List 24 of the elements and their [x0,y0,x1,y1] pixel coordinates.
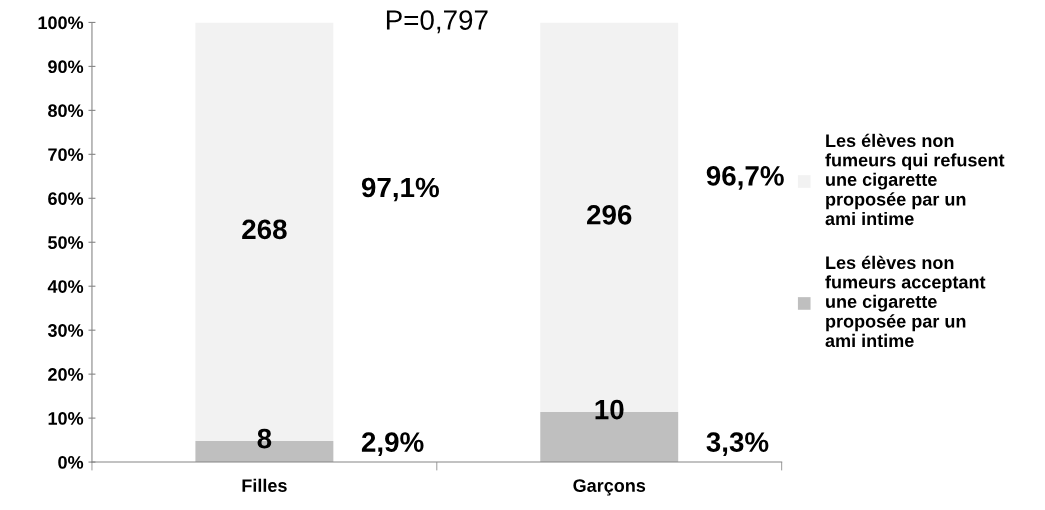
y-tick-label: 70% [48,148,84,162]
annotation: 268 [242,219,287,240]
x-tick-label: Garçons [573,479,646,496]
x-tick-label: Filles [242,478,287,492]
y-tick-label: 10% [48,412,84,425]
y-tick-label: 100% [38,16,84,30]
y-tick-label: 20% [48,368,84,381]
y-tick-label: 90% [48,60,84,74]
annotation: 2,9% [361,432,424,456]
y-tick-label: 30% [47,324,84,337]
y-tick-label: 0% [58,455,84,469]
annotation: 8 [257,428,272,449]
y-tick-label: 40% [47,280,84,293]
annotation: 96,7% [706,166,784,190]
y-tick-label: 60% [48,192,84,206]
annotation: 3,3% [706,432,769,456]
annotation: 10 [595,399,624,420]
annotation: 97,1% [361,177,439,202]
annotation: 296 [587,204,632,225]
annotation: P=0,797 [386,10,488,34]
legend-label: Les élèves non fumeurs qui refusent une cigarette proposée par un ami intime [825,133,1005,226]
y-tick-label: 50% [48,236,84,249]
legend-label: Les élèves non fumeurs acceptant une cigarette proposée par un ami intime [825,255,986,348]
y-tick-label: 80% [48,104,84,118]
